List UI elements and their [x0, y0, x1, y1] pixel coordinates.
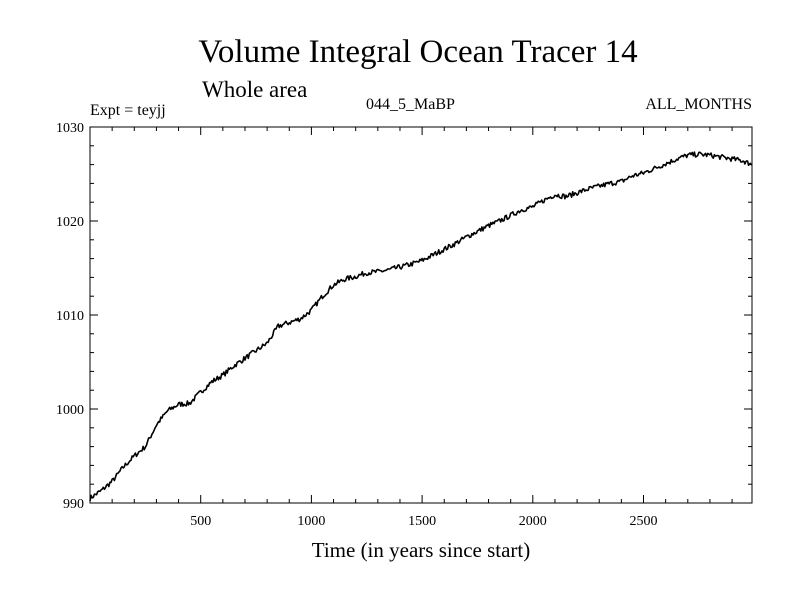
x-tick-label: 1000 [297, 514, 325, 529]
x-tick-label: 2000 [519, 514, 547, 529]
x-axis-label: Time (in years since start) [312, 538, 531, 562]
axis-ticks [90, 127, 752, 503]
run-label: 044_5_MaBP [366, 96, 455, 113]
y-tick-labels: 990 1000 1010 1020 1030 [56, 121, 84, 512]
y-tick-label: 1020 [56, 215, 84, 230]
x-tick-label: 1500 [408, 514, 436, 529]
y-tick-label: 990 [63, 497, 84, 512]
y-tick-label: 1000 [56, 403, 84, 418]
chart-subtitle: Whole area [202, 77, 307, 102]
x-tick-labels: 500 1000 1500 2000 2500 [190, 514, 657, 529]
chart-title: Volume Integral Ocean Tracer 14 [198, 34, 637, 70]
x-tick-label: 500 [190, 514, 211, 529]
expt-label: Expt = teyjj [90, 102, 166, 119]
y-tick-label: 1030 [56, 121, 84, 136]
plot-frame [89, 126, 753, 504]
x-tick-label: 2500 [630, 514, 658, 529]
y-tick-label: 1010 [56, 309, 84, 324]
months-label: ALL_MONTHS [645, 96, 752, 113]
series-line [89, 151, 752, 502]
